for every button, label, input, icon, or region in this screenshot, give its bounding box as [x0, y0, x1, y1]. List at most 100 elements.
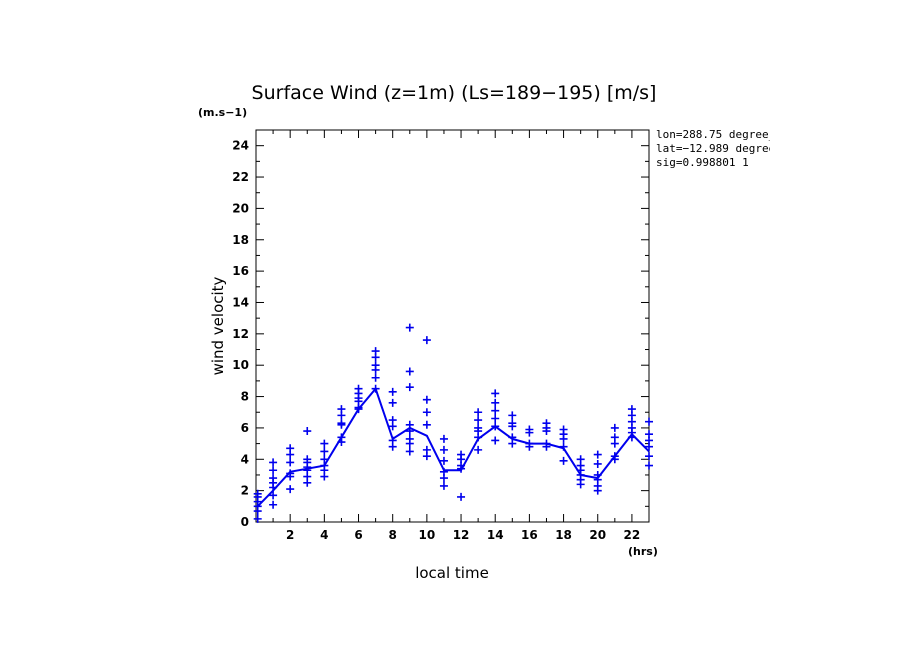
sample-marker — [269, 491, 278, 500]
sample-marker — [371, 365, 380, 374]
sample-marker — [491, 414, 500, 423]
x-tick-label: 10 — [419, 528, 436, 542]
y-tick-label: 20 — [232, 201, 249, 215]
sample-marker — [525, 428, 534, 437]
x-axis-label: local time — [415, 564, 489, 582]
sample-marker — [371, 353, 380, 362]
y-axis-ticks — [256, 145, 649, 523]
x-tick-label: 12 — [453, 528, 470, 542]
sample-marker — [593, 459, 602, 468]
sample-marker — [491, 389, 500, 398]
sample-marker — [491, 436, 500, 445]
x-tick-label: 4 — [320, 528, 328, 542]
x-tick-label: 2 — [286, 528, 294, 542]
sample-marker — [405, 323, 414, 332]
sample-marker — [645, 417, 653, 426]
sample-marker — [491, 406, 500, 415]
sample-marker — [439, 434, 448, 443]
sample-marker — [422, 395, 431, 404]
y-tick-label: 16 — [232, 264, 249, 278]
sample-marker — [303, 478, 312, 487]
sample-marker — [320, 447, 329, 456]
sample-marker — [286, 472, 295, 481]
x-tick-label: 20 — [589, 528, 606, 542]
sample-marker — [422, 420, 431, 429]
y-units-label: (m.s−1) — [198, 106, 247, 119]
sample-marker — [610, 439, 619, 448]
y-tick-label: 4 — [241, 452, 249, 466]
sample-marker — [508, 411, 517, 420]
sample-marker — [474, 445, 483, 454]
y-tick-label: 8 — [241, 390, 249, 404]
x-tick-label: 8 — [389, 528, 397, 542]
plot-frame — [255, 129, 650, 523]
x-tick-label: 16 — [521, 528, 538, 542]
info-line-lon: lon=288.75 degree_e — [656, 128, 782, 141]
sample-marker — [508, 439, 517, 448]
sample-marker — [337, 411, 346, 420]
x-tick-label: 18 — [555, 528, 572, 542]
y-tick-label: 2 — [241, 484, 249, 498]
sample-marker — [371, 373, 380, 382]
sample-marker — [320, 439, 329, 448]
x-tick-label: 22 — [624, 528, 641, 542]
y-tick-label: 12 — [232, 327, 249, 341]
sample-marker — [388, 422, 397, 431]
sample-markers — [253, 323, 653, 523]
y-tick-label: 18 — [232, 233, 249, 247]
x-units-label: (hrs) — [628, 545, 658, 558]
sample-marker — [405, 367, 414, 376]
info-box: lon=288.75 degree_e lat=−12.989 degree_ … — [656, 128, 782, 169]
sample-marker — [405, 447, 414, 456]
sample-marker — [439, 456, 448, 465]
sample-marker — [286, 458, 295, 467]
sample-marker — [439, 445, 448, 454]
sample-marker — [269, 466, 278, 475]
sample-marker — [388, 387, 397, 396]
sample-marker — [559, 434, 568, 443]
sample-marker — [388, 442, 397, 451]
sample-marker — [645, 442, 653, 451]
sample-marker — [559, 456, 568, 465]
sample-marker — [645, 452, 653, 461]
sample-marker — [474, 416, 483, 425]
y-tick-label: 10 — [232, 358, 249, 372]
y-axis-label: wind velocity — [209, 276, 227, 375]
sample-marker — [457, 492, 466, 501]
y-tick-label: 14 — [232, 295, 249, 309]
sample-marker — [474, 408, 483, 417]
sample-marker — [508, 422, 517, 431]
y-tick-label: 6 — [241, 421, 249, 435]
sample-marker — [253, 514, 262, 523]
sample-marker — [253, 507, 262, 516]
chart-title: Surface Wind (z=1m) (Ls=189−195) [m/s] — [252, 82, 657, 104]
sample-marker — [337, 420, 346, 429]
sample-marker — [439, 481, 448, 490]
sample-marker — [593, 450, 602, 459]
x-axis-ticks — [272, 130, 633, 522]
sample-marker — [491, 398, 500, 407]
sample-marker — [405, 439, 414, 448]
sample-marker — [422, 452, 431, 461]
sample-marker — [593, 486, 602, 495]
y-tick-label: 24 — [232, 139, 249, 153]
x-axis-tick-labels: 2 4 6 8 10 12 14 16 18 20 22 — [286, 528, 640, 542]
sample-marker — [610, 423, 619, 432]
sample-marker — [405, 383, 414, 392]
info-line-sig: sig=0.998801 1 — [656, 156, 749, 169]
sample-marker — [422, 336, 431, 345]
x-tick-label: 14 — [487, 528, 504, 542]
sample-marker — [422, 408, 431, 417]
sample-marker — [303, 427, 312, 436]
x-tick-label: 6 — [354, 528, 362, 542]
sample-marker — [286, 485, 295, 494]
sample-marker — [286, 450, 295, 459]
mean-wind-line — [256, 386, 650, 508]
sample-marker — [269, 458, 278, 467]
sample-marker — [645, 461, 653, 470]
y-tick-label: 22 — [232, 170, 249, 184]
sample-marker — [439, 474, 448, 483]
sample-marker — [542, 427, 551, 436]
y-tick-label: 0 — [241, 515, 249, 529]
